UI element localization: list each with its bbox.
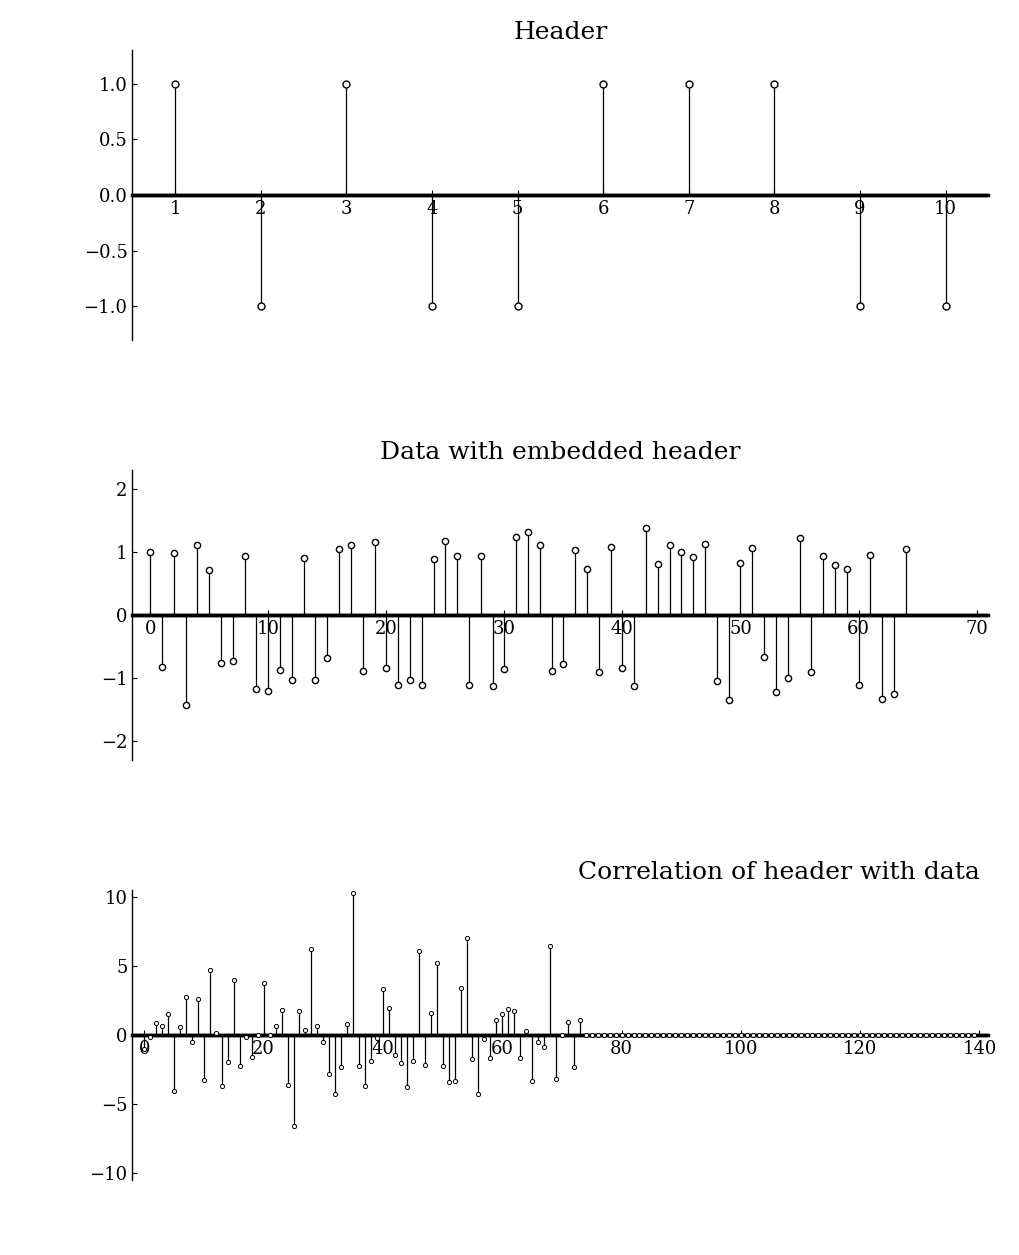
Text: Correlation of header with data: Correlation of header with data: [578, 861, 980, 884]
Title: Data with embedded header: Data with embedded header: [380, 441, 741, 464]
Title: Header: Header: [514, 21, 607, 44]
